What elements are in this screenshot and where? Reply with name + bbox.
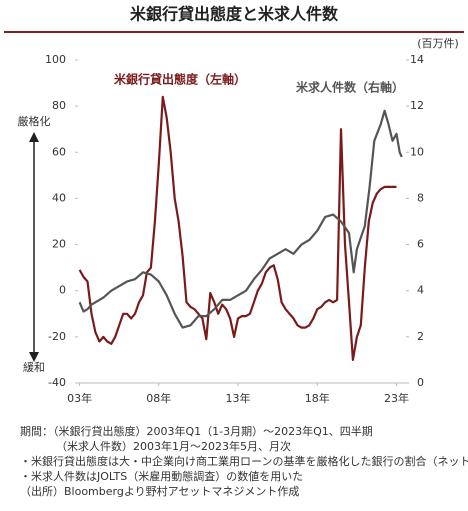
y2-axis-label: (百万件) bbox=[417, 37, 459, 50]
y2-tick-label: 8 bbox=[417, 191, 424, 204]
annotation: 緩和 bbox=[23, 361, 45, 374]
y2-tick-label: 14 bbox=[410, 53, 424, 66]
y2-tick-label: 10 bbox=[410, 145, 424, 158]
x-tick-label: 18年 bbox=[305, 391, 330, 405]
y2-tick-label: 12 bbox=[410, 99, 424, 112]
arrow-head bbox=[29, 132, 39, 142]
legend-label: 米求人件数（右軸） bbox=[296, 80, 404, 95]
y-tick-label: 100 bbox=[45, 53, 66, 66]
y-tick-label: 20 bbox=[52, 238, 66, 251]
y2-tick-label: 4 bbox=[417, 284, 424, 297]
y2-tick-label: 6 bbox=[417, 238, 424, 251]
note: （米求人件数）2003年1月～2023年5月、月次 bbox=[56, 439, 291, 453]
x-tick-label: 03年 bbox=[67, 391, 92, 405]
y2-tick-label: 2 bbox=[417, 330, 424, 343]
annotation: 厳格化 bbox=[18, 114, 51, 128]
y-tick-label: -20 bbox=[48, 330, 66, 343]
chart-title: 米銀行貸出態度と米求人件数 bbox=[130, 5, 339, 24]
y-tick-label: 60 bbox=[52, 145, 66, 158]
note: 期間：（米銀行貸出態度）2003年Q1（1-3月期）～2023年Q1、四半期 bbox=[20, 424, 373, 438]
x-tick-label: 08年 bbox=[146, 391, 171, 405]
legend-label: 米銀行貸出態度（左軸） bbox=[114, 72, 246, 87]
series-line bbox=[78, 95, 397, 361]
y-tick-label: -40 bbox=[48, 376, 66, 389]
y-tick-label: 80 bbox=[52, 99, 66, 112]
note: ・米銀行貸出態度は大・中企業向け商工業用ローンの基準を厳格化した銀行の割合（ネッ… bbox=[20, 454, 468, 468]
x-tick-label: 23年 bbox=[384, 391, 409, 405]
arrow-head bbox=[29, 352, 39, 362]
x-tick-label: 13年 bbox=[226, 391, 251, 405]
y2-tick-label: 0 bbox=[417, 376, 424, 389]
note: （出所）Bloombergより野村アセットマネジメント作成 bbox=[20, 484, 299, 498]
y-tick-label: 40 bbox=[52, 191, 66, 204]
y-tick-label: 0 bbox=[59, 284, 66, 297]
note: ・米求人件数はJOLTS（米雇用動態調査）の数値を用いた bbox=[20, 469, 303, 483]
series-line bbox=[78, 109, 403, 329]
